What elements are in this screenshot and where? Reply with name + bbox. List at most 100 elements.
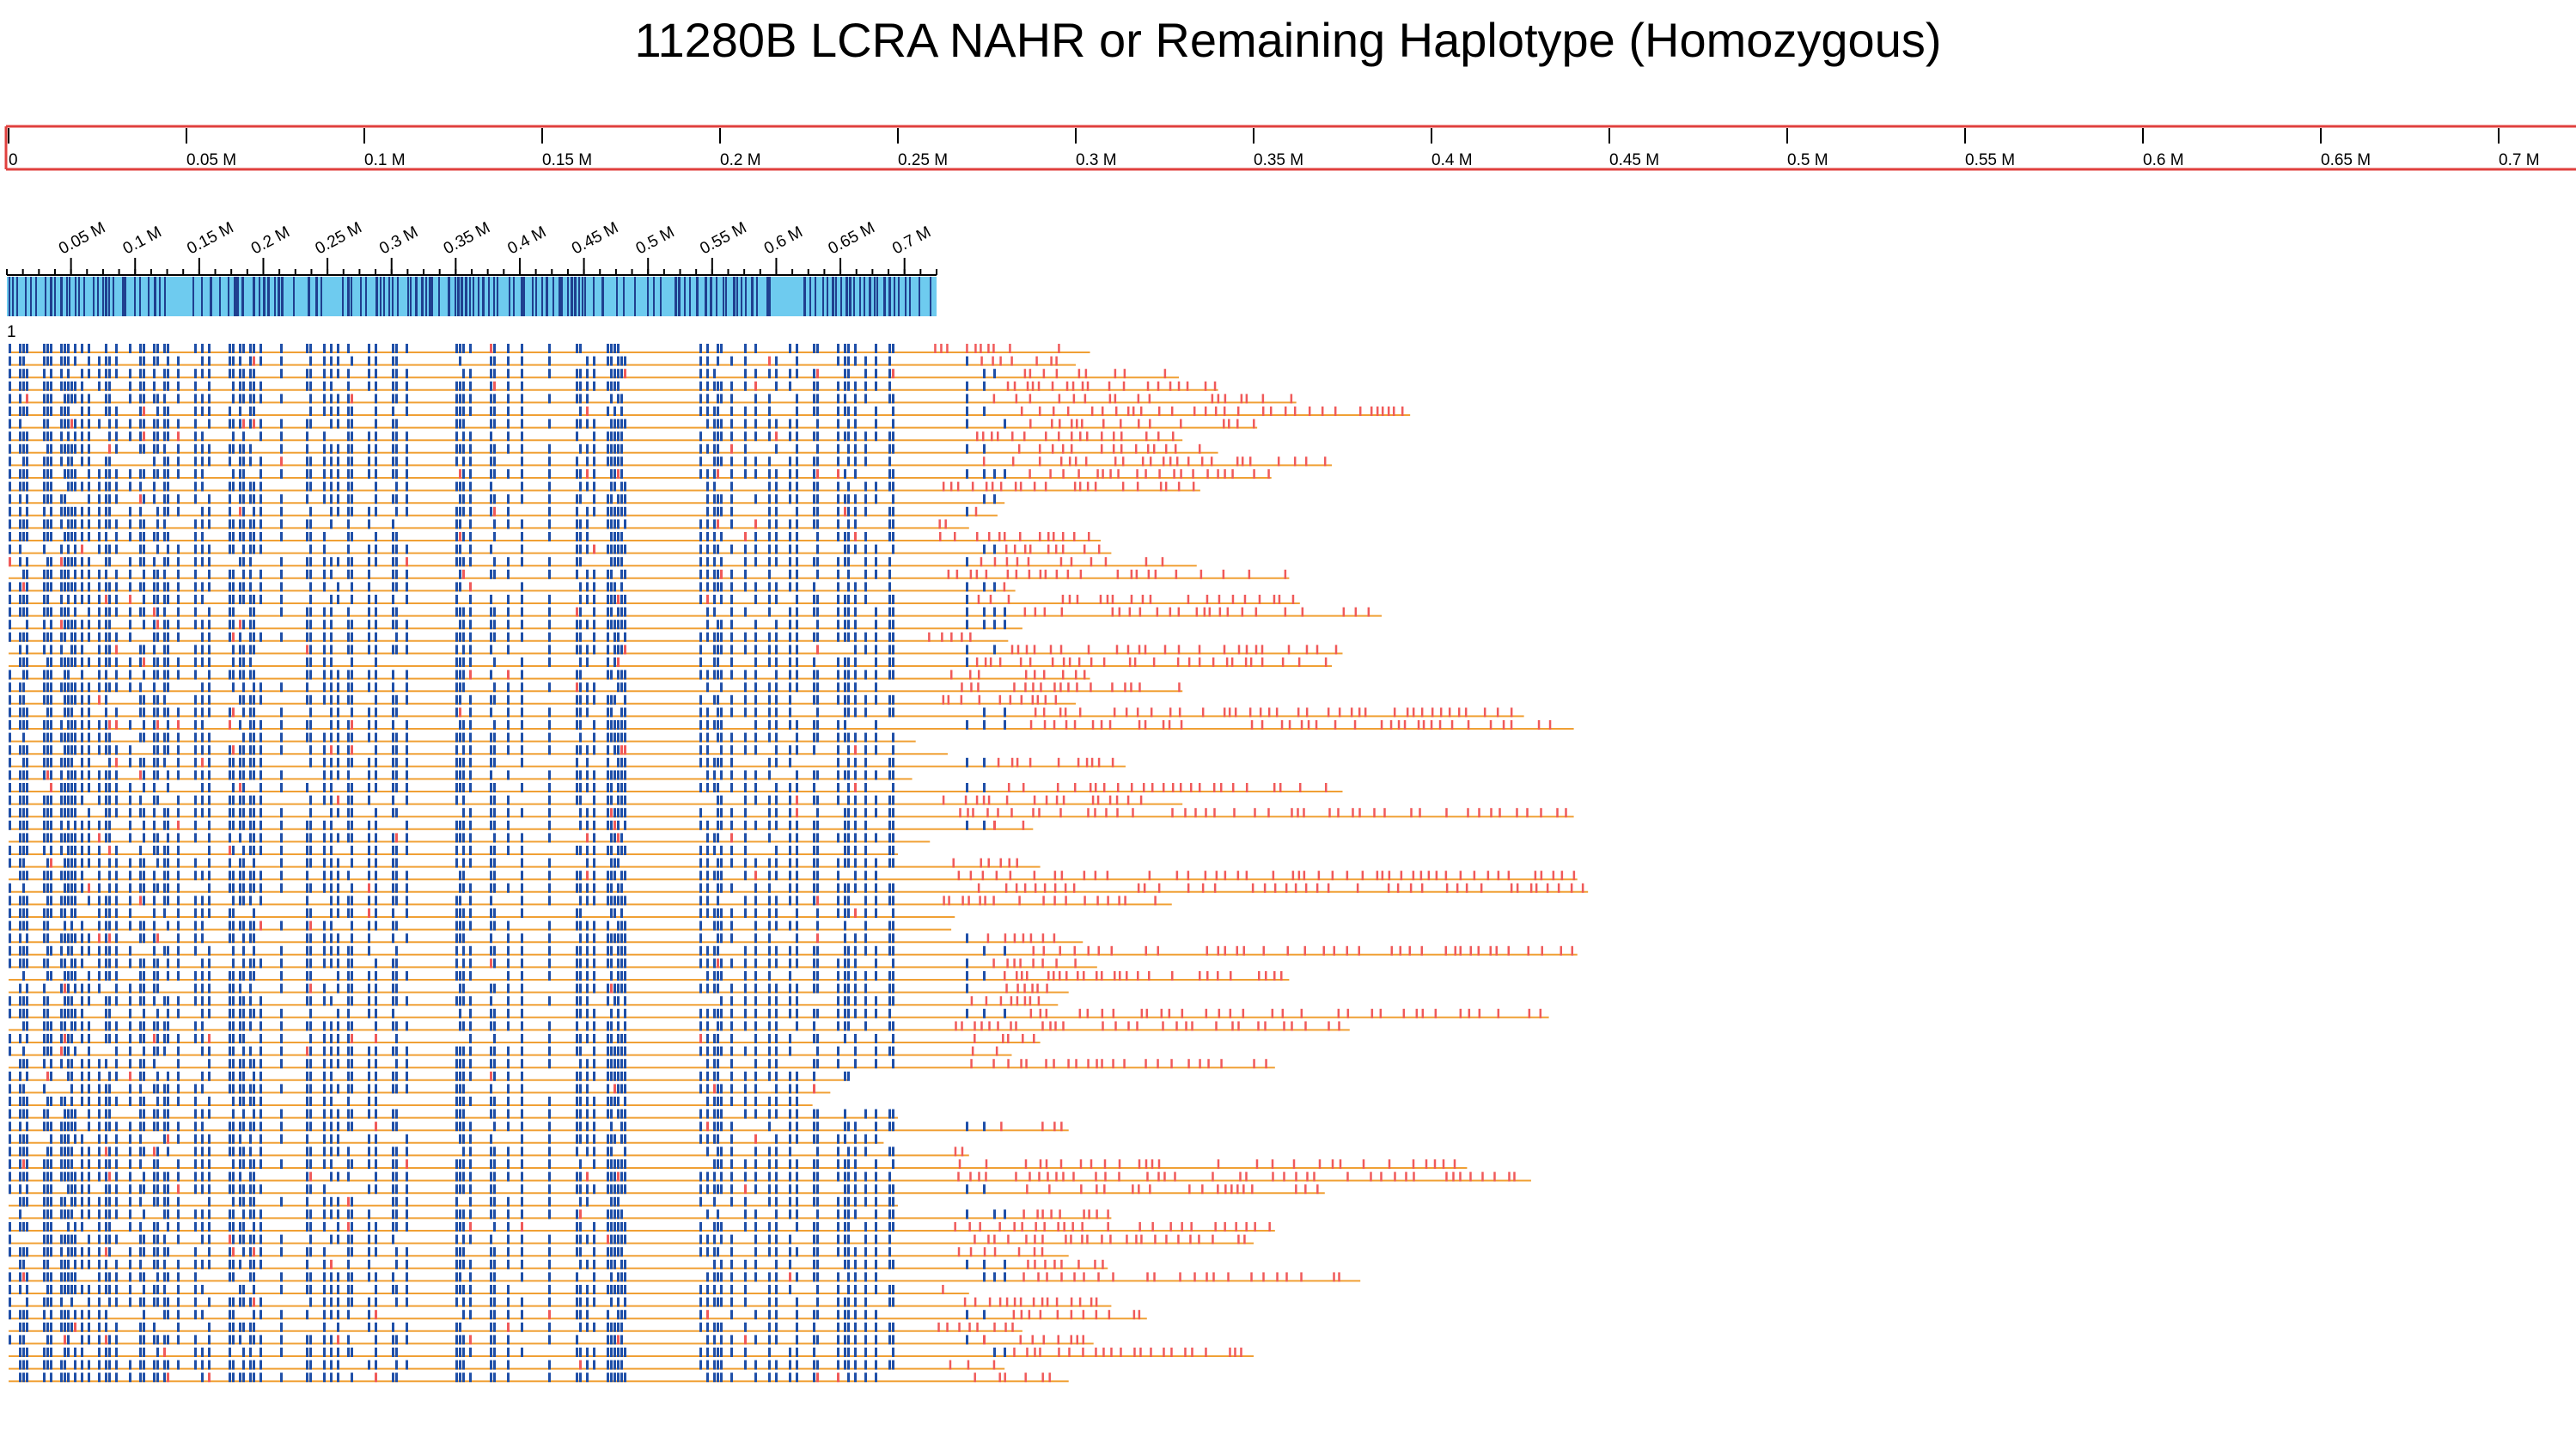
- mismatch-tick: [1419, 871, 1423, 881]
- match-tick: [392, 532, 394, 541]
- mismatch-tick: [1409, 883, 1413, 893]
- mismatch-tick: [1284, 569, 1287, 579]
- match-tick: [249, 833, 252, 843]
- match-tick: [493, 883, 496, 893]
- match-tick: [875, 682, 877, 693]
- match-tick: [46, 582, 49, 592]
- match-tick: [64, 808, 66, 818]
- match-tick: [579, 657, 582, 667]
- match-tick: [347, 896, 350, 906]
- match-tick: [610, 582, 613, 592]
- main-ruler[interactable]: 0 0.05 M 0.1 M 0.15 M 0.2 M 0.25 M 0.3 M 0.35 M…: [4, 125, 2576, 171]
- mismatch-tick: [1053, 896, 1056, 906]
- match-tick: [892, 394, 894, 404]
- match-tick: [462, 394, 465, 404]
- match-tick: [46, 595, 49, 604]
- match-tick: [699, 632, 702, 642]
- mismatch-tick: [1254, 607, 1258, 617]
- mismatch-tick: [1064, 883, 1067, 893]
- match-tick: [375, 757, 377, 767]
- match-tick: [775, 519, 778, 529]
- match-tick: [280, 532, 283, 541]
- match-tick: [789, 481, 791, 492]
- match-tick: [64, 958, 66, 969]
- match-tick: [242, 620, 245, 630]
- match-tick: [469, 443, 472, 454]
- mismatch-tick: [1390, 945, 1394, 956]
- overview-track[interactable]: [7, 277, 937, 316]
- match-tick: [201, 632, 204, 642]
- match-tick: [81, 369, 83, 379]
- match-tick: [459, 983, 461, 994]
- match-tick: [177, 770, 180, 780]
- match-tick: [713, 456, 716, 467]
- match-tick: [26, 532, 28, 541]
- read-row: [9, 595, 1300, 604]
- mismatch-tick: [1381, 407, 1384, 416]
- match-tick: [613, 481, 616, 492]
- mismatch-tick: [1038, 407, 1041, 416]
- match-tick: [775, 369, 778, 379]
- match-tick: [455, 682, 458, 693]
- match-tick: [469, 745, 472, 755]
- match-tick: [201, 582, 204, 592]
- match-tick: [854, 544, 857, 554]
- match-tick: [847, 356, 850, 366]
- match-tick: [730, 707, 733, 718]
- mismatch-tick: [593, 544, 595, 554]
- match-tick: [847, 682, 850, 693]
- match-tick: [875, 369, 877, 379]
- match-tick: [607, 820, 609, 830]
- match-tick: [717, 896, 719, 906]
- match-tick: [239, 694, 241, 705]
- match-tick: [576, 996, 578, 1006]
- match-tick: [854, 983, 857, 994]
- overview-mark: [448, 277, 450, 316]
- mismatch-tick: [1100, 443, 1103, 454]
- mismatch-tick: [1106, 871, 1109, 881]
- match-tick: [521, 808, 523, 818]
- match-tick: [775, 494, 778, 504]
- match-tick: [796, 456, 798, 467]
- overview-mark: [360, 277, 362, 316]
- mismatch-tick: [1158, 469, 1161, 479]
- match-tick: [847, 945, 850, 956]
- mismatch-tick: [1187, 883, 1190, 893]
- match-tick: [789, 833, 791, 843]
- match-tick: [201, 469, 204, 479]
- mismatch-tick: [1170, 407, 1174, 416]
- match-tick: [469, 394, 472, 404]
- match-tick: [854, 407, 857, 416]
- match-tick: [837, 595, 839, 604]
- match-tick: [81, 833, 83, 843]
- match-tick: [730, 657, 733, 667]
- match-tick: [139, 707, 142, 718]
- match-tick: [309, 607, 312, 617]
- match-tick: [490, 469, 492, 479]
- match-tick: [768, 582, 771, 592]
- match-tick: [717, 407, 719, 416]
- match-tick: [813, 945, 815, 956]
- match-tick: [548, 996, 551, 1006]
- match-tick: [280, 745, 283, 755]
- match-tick: [966, 757, 968, 767]
- mismatch-tick: [1045, 431, 1047, 442]
- match-tick: [239, 407, 241, 416]
- match-tick: [521, 720, 523, 730]
- match-tick: [115, 481, 118, 492]
- match-tick: [19, 532, 21, 541]
- match-tick: [720, 632, 723, 642]
- match-tick: [239, 820, 241, 830]
- match-tick: [64, 707, 66, 718]
- match-tick: [26, 569, 28, 579]
- mismatch-tick: [469, 669, 472, 680]
- match-tick: [9, 858, 11, 868]
- match-tick: [754, 419, 757, 429]
- match-tick: [156, 846, 159, 855]
- mismatch-tick: [1031, 381, 1035, 391]
- mismatch-tick: [105, 595, 107, 604]
- match-tick: [892, 920, 894, 931]
- match-tick: [754, 820, 757, 830]
- match-tick: [459, 682, 461, 693]
- match-tick: [813, 971, 815, 981]
